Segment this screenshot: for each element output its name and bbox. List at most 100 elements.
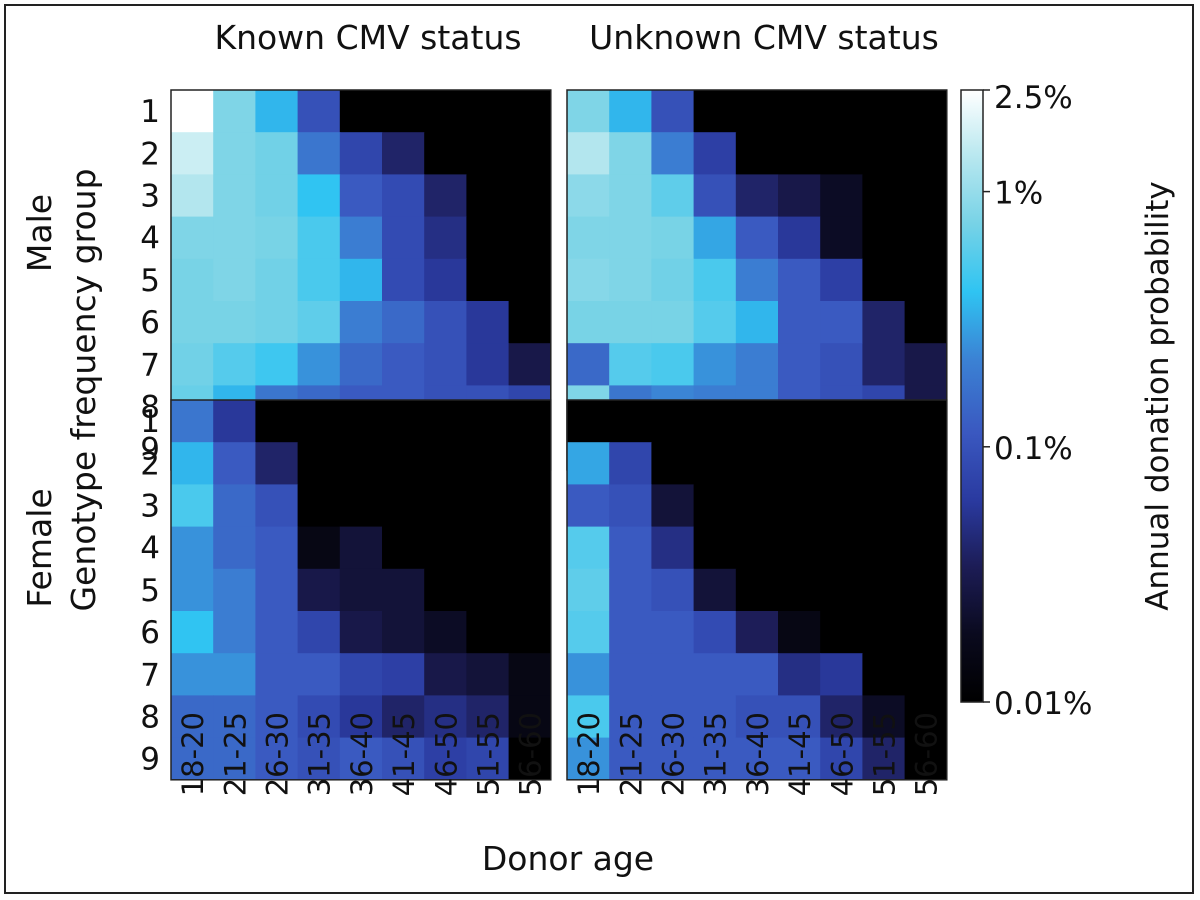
heatmap-cell [820,737,863,781]
heatmap-cell [693,484,737,528]
y-tick-label: 7 [140,347,160,383]
heatmap-cell [466,611,510,654]
heatmap-cell [339,695,383,739]
heatmap-cell [255,301,299,344]
heatmap-cell [171,568,214,612]
y-tick-label: 8 [140,390,160,426]
heatmap-cell [862,132,906,175]
heatmap-cell [213,695,256,739]
heatmap-cell [466,442,510,485]
x-tick-label: 46-50 [825,712,859,796]
heatmap-cell [778,258,821,302]
heatmap-cell [735,90,779,133]
heatmap-cell [567,611,610,654]
heatmap-cell [508,90,552,133]
heatmap-cell [651,737,695,781]
heatmap-cell [693,653,737,696]
heatmap-cell [255,442,299,485]
heatmap-cell [297,174,341,218]
heatmap-cell [609,400,652,443]
heatmap-cell [567,343,610,386]
y-tick-label: 6 [140,305,160,341]
heatmap-cell [693,737,737,781]
row-title-male: Male [20,194,59,272]
heatmap-cell [651,695,695,739]
heatmap-cell [693,695,737,739]
heatmap-cell [735,737,779,781]
colorbar [960,89,984,703]
x-tick-label: 26-30 [657,712,691,796]
heatmap-cell [651,301,695,344]
heatmap-cell [651,400,695,443]
heatmap-cell [382,216,425,260]
colorbar-tick-label: 1% [994,176,1043,212]
heatmap-cell [508,442,552,485]
heatmap-cell [567,653,610,696]
heatmap-cell [213,301,256,344]
heatmap-cell [339,737,383,781]
heatmap-cell [904,301,948,344]
heatmap-cell [609,216,652,260]
heatmap-cell [466,343,510,386]
heatmap-cell [567,132,610,175]
heatmap-cell [297,653,341,696]
heatmap-cell [424,174,467,218]
y-tick-label: 6 [140,615,160,651]
heatmap-cell [778,301,821,344]
heatmap-cell [171,343,214,386]
heatmap-cell [820,653,863,696]
heatmap-cell [820,258,863,302]
heatmap-cell [508,132,552,175]
heatmap-cell [255,653,299,696]
heatmap-cell [171,695,214,739]
heatmap-cell [339,90,383,133]
heatmap-cell [609,343,652,386]
heatmap-cell [424,442,467,485]
heatmap-cell [424,526,467,570]
row-title-female: Female [20,488,59,607]
heatmap-cell [339,343,383,386]
heatmap-cell [297,90,341,133]
heatmap-cell [171,301,214,344]
heatmap-cell [862,258,906,302]
y-tick-label: 8 [140,700,160,736]
heatmap-cell [171,132,214,175]
heatmap-cell [904,611,948,654]
heatmap-cell [904,695,948,739]
heatmap-cell [171,737,214,781]
y-tick-label: 5 [140,573,160,609]
heatmap-cell [904,400,948,443]
heatmap-cell [213,568,256,612]
heatmap-cell [297,695,341,739]
heatmap-cell [466,526,510,570]
heatmap-cell [171,90,214,133]
y-tick-label: 3 [140,179,160,215]
heatmap-cell [609,442,652,485]
x-tick-label: 18-20 [572,712,606,796]
heatmap-cell [424,301,467,344]
y-tick-label: 4 [140,531,160,567]
heatmap-cell [508,400,552,443]
heatmap-cell [213,174,256,218]
heatmap-cell [693,526,737,570]
heatmap-cell [609,568,652,612]
heatmap-cell [255,695,299,739]
heatmap-cell [651,258,695,302]
heatmap-cell [213,653,256,696]
heatmap-cell [904,442,948,485]
heatmap-cell [424,737,467,781]
y-tick-label: 4 [140,221,160,257]
heatmap-cell [466,174,510,218]
col-title-known: Known CMV status [214,18,521,57]
heatmap-cell [735,568,779,612]
heatmap-panels [170,89,948,781]
heatmap-cell [424,343,467,386]
heatmap-cell [213,611,256,654]
heatmap-cell [297,258,341,302]
heatmap-cell [735,695,779,739]
heatmap-cell [466,216,510,260]
heatmap-cell [424,484,467,528]
heatmap-cell [778,174,821,218]
heatmap-cell [339,174,383,218]
heatmap-cell [567,400,610,443]
